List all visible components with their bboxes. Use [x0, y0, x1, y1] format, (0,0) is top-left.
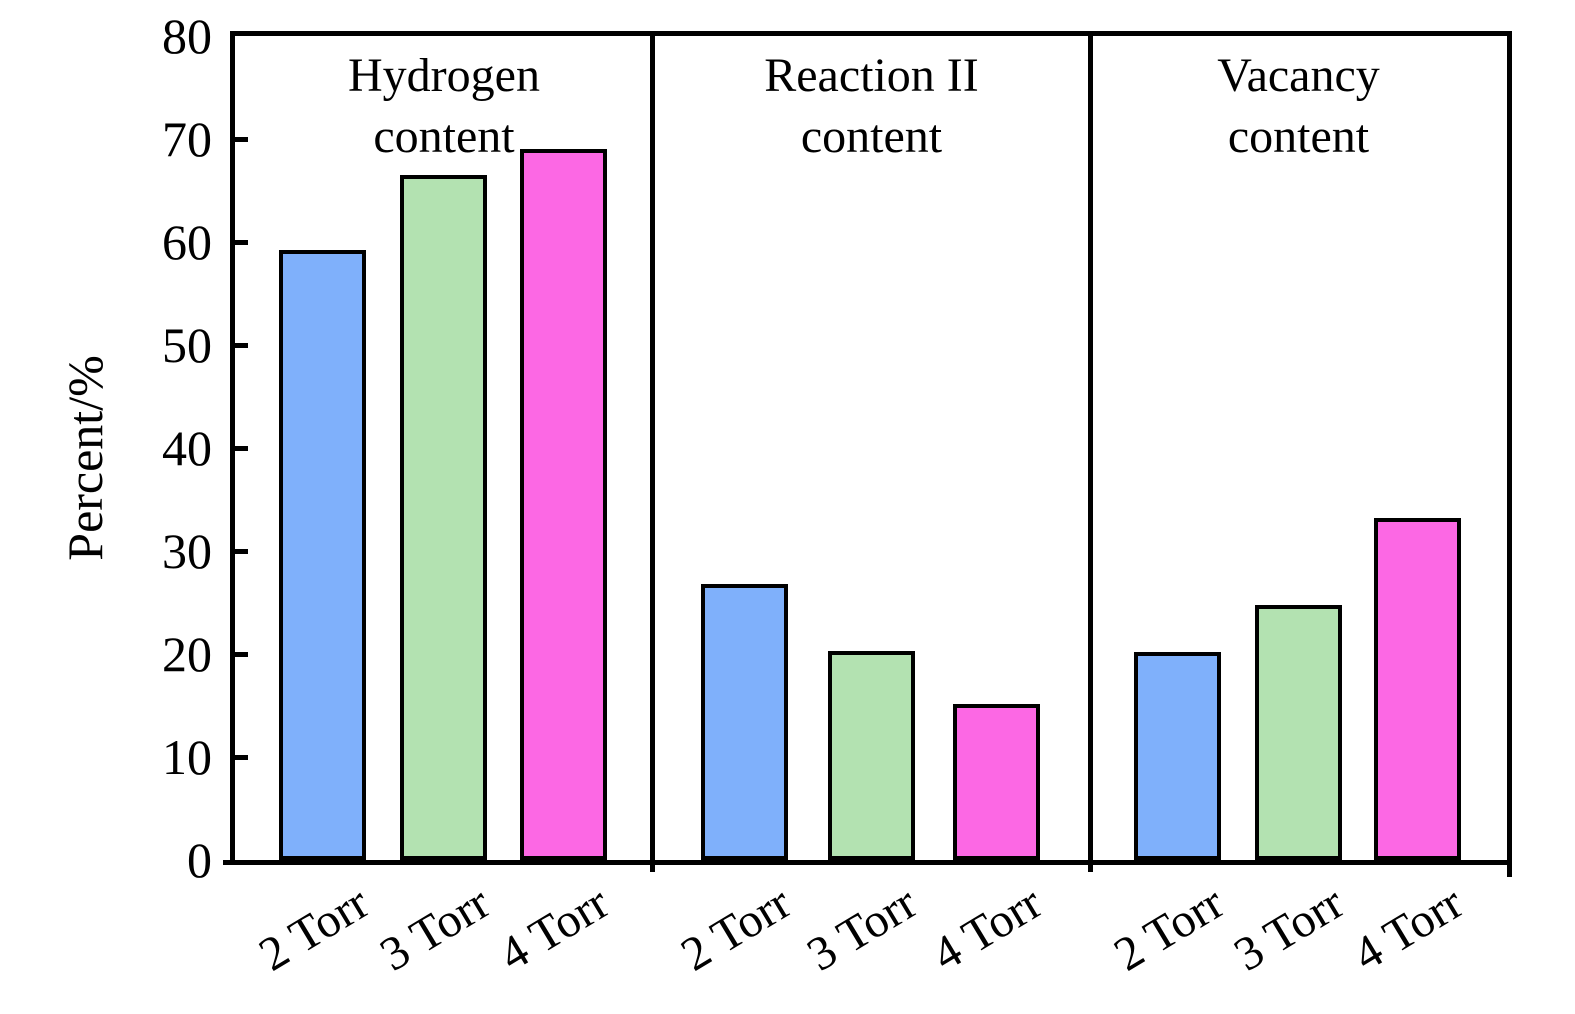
y-axis-tick-20 — [235, 651, 248, 657]
panel-title-line: Reaction II — [764, 49, 979, 102]
panel-title-line: Hydrogen — [348, 49, 540, 102]
y-axis-tick-10 — [235, 754, 248, 760]
panel-divider — [1087, 36, 1093, 872]
x-tick-label-vacancy-content-4-torr: 4 Torr — [1344, 875, 1473, 982]
bar-reaction-ii-content-4-torr — [952, 704, 1040, 860]
panel-title-line: Vacancy — [1217, 49, 1380, 102]
y-tick-label-80: 80 — [162, 8, 212, 64]
y-axis-tick-70 — [235, 136, 248, 142]
y-axis-title: Percent/% — [57, 355, 113, 561]
y-tick-label-70: 70 — [162, 111, 212, 167]
y-tick-label-0: 0 — [187, 832, 212, 888]
x-axis-left-extension — [223, 860, 233, 865]
panel-title-line: content — [800, 109, 943, 163]
bar-reaction-ii-content-3-torr — [827, 650, 915, 860]
bar-hydrogen-content-3-torr — [400, 175, 488, 860]
panel-vacancy-content: Vacancy content — [1090, 36, 1507, 860]
x-tick-label-reaction-ii-content-3-torr: 3 Torr — [798, 875, 927, 982]
bar-hydrogen-content-4-torr — [519, 149, 607, 860]
bar-vacancy-content-4-torr — [1373, 518, 1461, 860]
right-border-extension — [1507, 864, 1512, 877]
bar-reaction-ii-content-2-torr — [701, 583, 789, 860]
panel-hydrogen-content: Hydrogen content — [235, 36, 653, 860]
y-axis-tick-50 — [235, 342, 248, 348]
bar-vacancy-content-3-torr — [1255, 604, 1342, 860]
y-tick-label-40: 40 — [162, 420, 212, 476]
panel-title-hydrogen-content: Hydrogen content — [235, 46, 653, 168]
y-axis-tick-40 — [235, 445, 248, 451]
plot-area: Hydrogen content Reaction II content Vacancy… — [223, 31, 1512, 877]
x-tick-label-vacancy-content-2-torr: 2 Torr — [1104, 875, 1233, 982]
x-tick-label-hydrogen-content-2-torr: 2 Torr — [249, 875, 378, 982]
y-tick-label-20: 20 — [162, 626, 212, 682]
y-tick-label-30: 30 — [162, 523, 212, 579]
y-tick-label-10: 10 — [162, 729, 212, 785]
y-axis-tick-30 — [235, 548, 248, 554]
x-tick-label-reaction-ii-content-4-torr: 4 Torr — [923, 875, 1051, 982]
x-tick-label-vacancy-content-3-torr: 3 Torr — [1225, 875, 1354, 982]
x-tick-label-hydrogen-content-4-torr: 4 Torr — [490, 875, 618, 982]
x-tick-label-reaction-ii-content-2-torr: 2 Torr — [671, 875, 800, 982]
y-axis-tick-60 — [235, 239, 248, 245]
panel-reaction-ii-content: Reaction II content — [653, 36, 1090, 860]
panel-divider — [650, 36, 656, 872]
bar-vacancy-content-2-torr — [1134, 651, 1222, 860]
y-tick-label-50: 50 — [162, 317, 212, 373]
panel-title-line: content — [373, 109, 515, 163]
panel-title-line: content — [1227, 109, 1370, 163]
y-tick-label-60: 60 — [162, 214, 212, 270]
x-tick-label-hydrogen-content-3-torr: 3 Torr — [371, 875, 499, 982]
panel-title-reaction-ii-content: Reaction II content — [653, 46, 1090, 168]
panel-title-vacancy-content: Vacancy content — [1090, 46, 1507, 168]
bar-hydrogen-content-2-torr — [279, 250, 367, 860]
